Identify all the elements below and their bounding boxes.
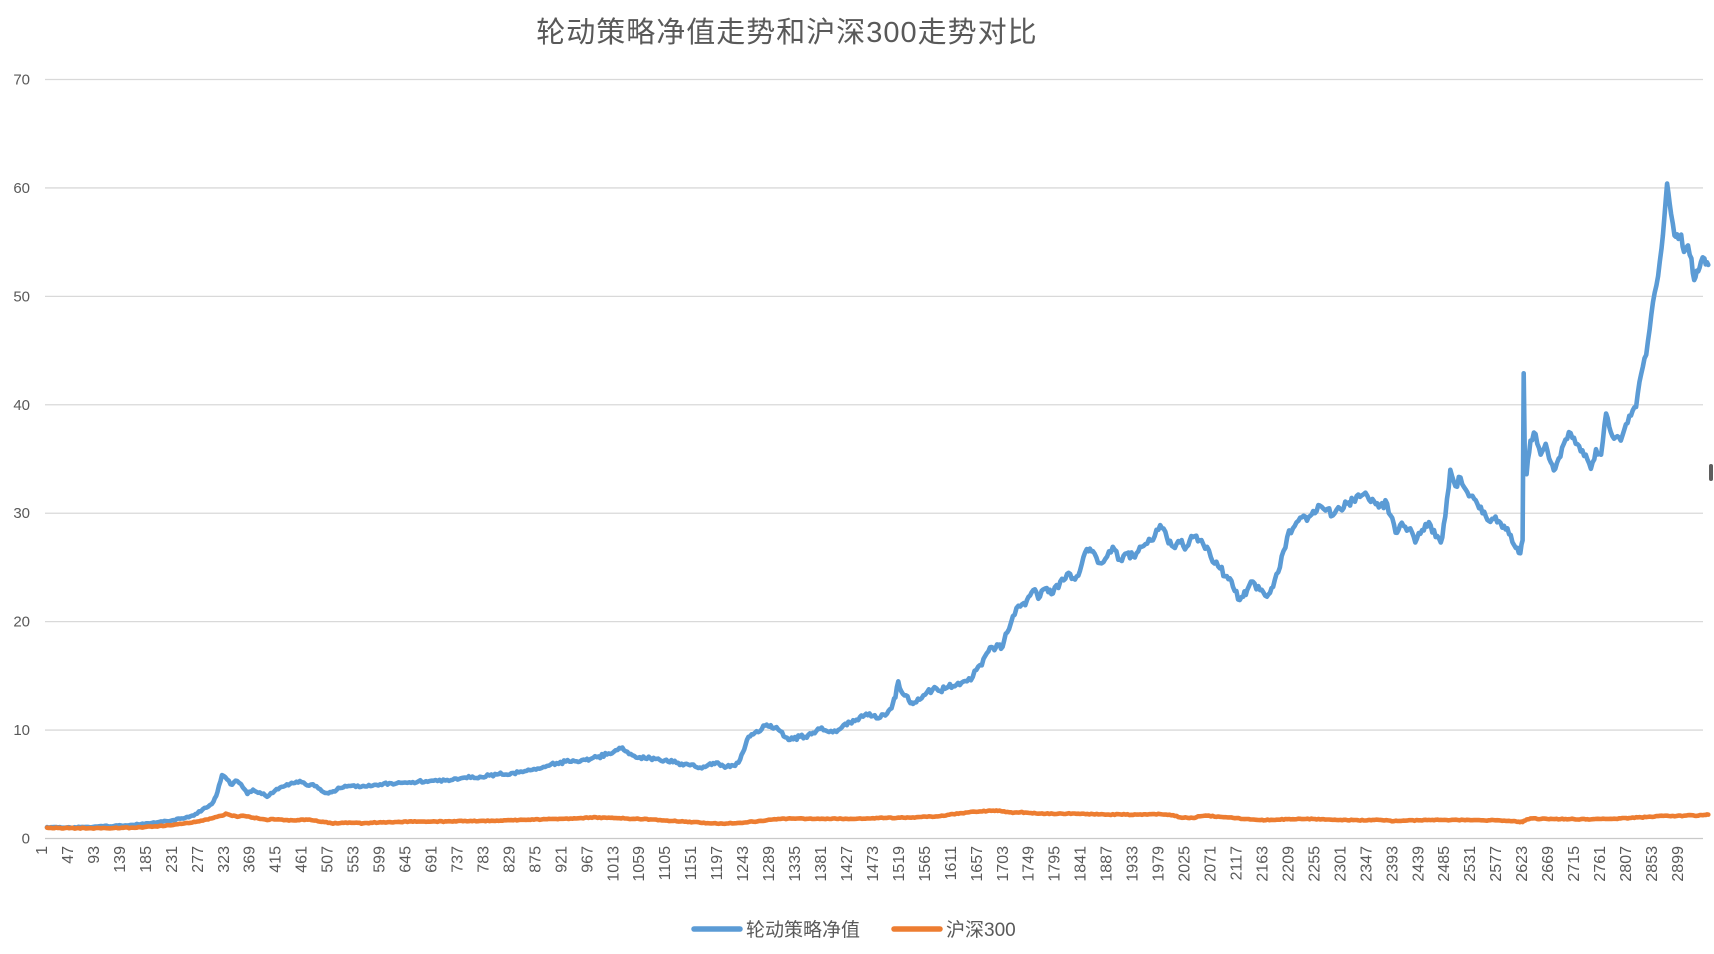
x-tick-label-1611: 1611 [943,846,960,881]
x-tick-label-1657: 1657 [969,846,986,882]
x-tick-label-2715: 2715 [1566,846,1583,882]
x-tick-label-2163: 2163 [1254,846,1271,882]
x-tick-label-507: 507 [320,846,337,873]
chart-title: 轮动策略净值走势和沪深300走势对比 [536,16,1037,49]
legend-label-hs300: 沪深300 [946,919,1016,941]
x-tick-label-2025: 2025 [1177,846,1194,882]
y-tick-label-20: 20 [13,614,30,631]
y-tick-label-0: 0 [22,831,30,848]
y-tick-label-50: 50 [13,288,30,305]
x-tick-label-415: 415 [268,846,285,873]
x-tick-label-2853: 2853 [1644,846,1661,882]
x-tick-label-2117: 2117 [1228,846,1245,881]
x-tick-label-1197: 1197 [709,846,726,881]
x-axis-labels: 1 47 93 139 185 231 277 323 369 415 461 507 553 599 64… [34,846,1687,882]
x-tick-label-1289: 1289 [761,846,778,882]
x-tick-label-47: 47 [60,846,77,864]
y-axis-labels: 0 10 20 30 40 50 60 70 [13,72,30,848]
x-tick-label-1335: 1335 [787,846,804,882]
x-tick-label-2761: 2761 [1592,846,1609,882]
x-tick-label-323: 323 [216,846,233,873]
y-tick-label-60: 60 [13,180,30,197]
x-tick-label-1473: 1473 [865,846,882,882]
x-tick-label-1565: 1565 [917,846,934,882]
x-tick-label-1427: 1427 [839,846,856,882]
x-tick-label-2301: 2301 [1332,846,1349,882]
x-tick-label-2071: 2071 [1203,846,1220,882]
x-tick-label-2255: 2255 [1306,846,1323,882]
x-tick-label-277: 277 [190,846,207,873]
x-tick-label-2439: 2439 [1410,846,1427,882]
plot-series [44,181,1711,831]
x-tick-label-921: 921 [553,846,570,873]
x-tick-label-829: 829 [501,846,518,873]
x-tick-label-553: 553 [346,846,363,873]
x-tick-label-2485: 2485 [1436,846,1453,882]
x-tick-label-2669: 2669 [1540,846,1557,882]
x-tick-label-1: 1 [34,846,51,855]
x-tick-label-1151: 1151 [683,846,700,881]
y-tick-label-30: 30 [13,505,30,522]
x-tick-label-645: 645 [398,846,415,873]
x-tick-label-2807: 2807 [1618,846,1635,882]
x-tick-label-1841: 1841 [1073,846,1090,882]
x-tick-label-599: 599 [372,846,389,873]
legend: 轮动策略净值 沪深300 [691,919,1016,941]
x-tick-label-1703: 1703 [995,846,1012,882]
x-tick-label-1795: 1795 [1047,846,1064,882]
legend-item-hs300[interactable]: 沪深300 [891,919,1016,941]
x-tick-label-93: 93 [86,846,103,864]
x-tick-label-1243: 1243 [735,846,752,882]
x-tick-label-875: 875 [527,846,544,873]
x-tick-label-1933: 1933 [1125,846,1142,882]
x-tick-label-1979: 1979 [1151,846,1168,882]
x-tick-label-967: 967 [579,846,596,873]
x-tick-label-783: 783 [475,846,492,873]
clipped-edge-mark [1709,464,1713,481]
x-tick-label-691: 691 [424,846,441,873]
series-line-hs300 [44,808,1711,831]
x-tick-label-2347: 2347 [1358,846,1375,882]
y-tick-label-10: 10 [13,722,30,739]
x-tick-label-2531: 2531 [1462,846,1479,882]
x-tick-label-1381: 1381 [813,846,830,882]
x-tick-label-1749: 1749 [1021,846,1038,882]
x-tick-label-139: 139 [112,846,129,873]
y-tick-label-70: 70 [13,72,30,89]
x-tick-label-2209: 2209 [1280,846,1297,882]
x-tick-label-1887: 1887 [1099,846,1116,882]
x-tick-label-737: 737 [449,846,466,873]
x-tick-label-1519: 1519 [891,846,908,882]
series-line-strategy [44,181,1711,831]
x-tick-label-2393: 2393 [1384,846,1401,882]
legend-item-strategy[interactable]: 轮动策略净值 [691,919,860,941]
x-tick-label-461: 461 [294,846,311,873]
x-tick-label-369: 369 [242,846,259,873]
x-tick-label-1105: 1105 [657,846,674,881]
x-tick-label-2899: 2899 [1670,846,1687,882]
y-tick-label-40: 40 [13,397,30,414]
x-tick-label-1059: 1059 [631,846,648,882]
x-tick-label-185: 185 [138,846,155,873]
legend-label-strategy: 轮动策略净值 [746,919,860,941]
x-tick-label-1013: 1013 [605,846,622,882]
gridlines [45,78,1703,840]
x-tick-label-2577: 2577 [1488,846,1505,882]
x-tick-label-2623: 2623 [1514,846,1531,882]
x-tick-label-231: 231 [164,846,181,873]
